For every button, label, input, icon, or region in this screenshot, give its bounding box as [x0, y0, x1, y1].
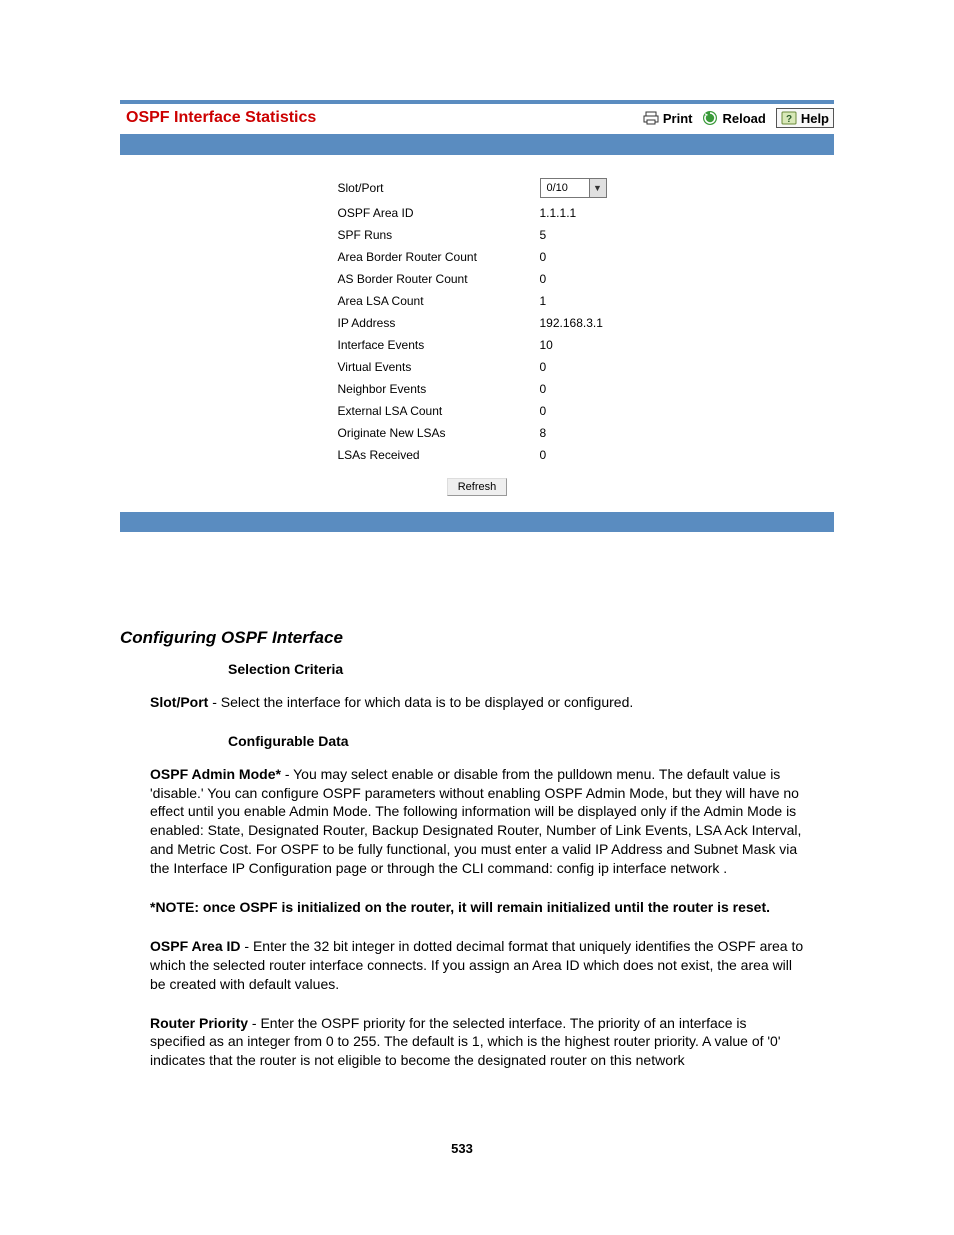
- stat-row: IP Address192.168.3.1: [338, 313, 617, 333]
- stat-row: SPF Runs5: [338, 225, 617, 245]
- stat-row: LSAs Received0: [338, 445, 617, 465]
- doc-slot-port: Slot/Port - Select the interface for whi…: [150, 693, 804, 712]
- stats-body: Slot/Port 0/10 ▼ OSPF Area ID1.1.1.1 SPF…: [120, 155, 834, 512]
- refresh-button[interactable]: Refresh: [447, 478, 508, 496]
- stats-panel: OSPF Interface Statistics Print Reload: [120, 100, 834, 532]
- term-admin-mode: OSPF Admin Mode*: [150, 766, 281, 782]
- print-button[interactable]: Print: [643, 110, 693, 126]
- toolbar: Print Reload ? Help: [643, 108, 834, 128]
- print-icon: [643, 110, 659, 126]
- slot-port-select[interactable]: 0/10 ▼: [540, 178, 607, 198]
- doc-area-id: OSPF Area ID - Enter the 32 bit integer …: [150, 937, 804, 994]
- svg-text:?: ?: [786, 114, 792, 125]
- stat-row: Neighbor Events0: [338, 379, 617, 399]
- stat-row: Originate New LSAs8: [338, 423, 617, 443]
- label-slot-port: Slot/Port: [338, 175, 538, 201]
- panel-header: OSPF Interface Statistics Print Reload: [120, 104, 834, 135]
- bottom-bar: [120, 512, 834, 532]
- help-label: Help: [801, 111, 829, 126]
- stats-table: Slot/Port 0/10 ▼ OSPF Area ID1.1.1.1 SPF…: [336, 173, 619, 467]
- row-slot-port: Slot/Port 0/10 ▼: [338, 175, 617, 201]
- slot-port-value: 0/10: [541, 182, 589, 194]
- help-button[interactable]: ? Help: [776, 108, 834, 128]
- term-slot-port: Slot/Port: [150, 694, 208, 710]
- stat-row: AS Border Router Count0: [338, 269, 617, 289]
- stat-row: External LSA Count0: [338, 401, 617, 421]
- doc-admin-mode: OSPF Admin Mode* - You may select enable…: [150, 765, 804, 878]
- help-icon: ?: [781, 110, 797, 126]
- stat-row: Area Border Router Count0: [338, 247, 617, 267]
- doc-subhead-configurable: Configurable Data: [228, 732, 804, 751]
- print-label: Print: [663, 111, 693, 126]
- chevron-down-icon: ▼: [589, 179, 606, 197]
- stat-row: Interface Events10: [338, 335, 617, 355]
- stat-row: Virtual Events0: [338, 357, 617, 377]
- term-area-id: OSPF Area ID: [150, 938, 241, 954]
- top-bar: [120, 135, 834, 155]
- reload-button[interactable]: Reload: [702, 110, 765, 126]
- doc-subhead-selection: Selection Criteria: [228, 660, 804, 679]
- reload-label: Reload: [722, 111, 765, 126]
- doc-section: Configuring OSPF Interface Selection Cri…: [120, 627, 834, 1158]
- panel-title: OSPF Interface Statistics: [126, 109, 643, 127]
- stat-row: OSPF Area ID1.1.1.1: [338, 203, 617, 223]
- page-number: 533: [120, 1140, 804, 1158]
- doc-router-priority: Router Priority - Enter the OSPF priorit…: [150, 1014, 804, 1071]
- doc-note: *NOTE: once OSPF is initialized on the r…: [150, 898, 804, 917]
- doc-heading: Configuring OSPF Interface: [120, 627, 804, 650]
- reload-icon: [702, 110, 718, 126]
- stat-row: Area LSA Count1: [338, 291, 617, 311]
- term-router-priority: Router Priority: [150, 1015, 248, 1031]
